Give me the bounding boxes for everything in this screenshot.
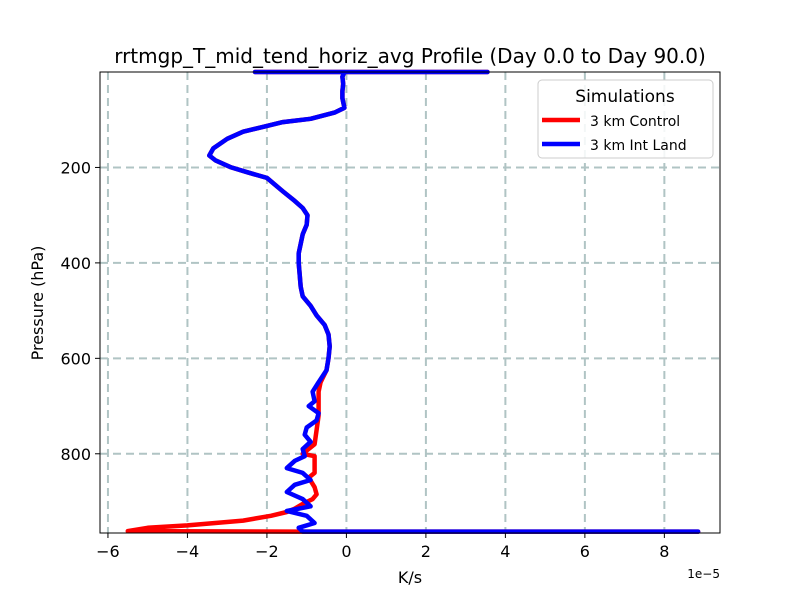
x-tick-label: 6 — [580, 542, 590, 561]
y-tick-label: 800 — [60, 445, 91, 464]
x-tick-label: 8 — [659, 542, 669, 561]
y-axis-label: Pressure (hPa) — [28, 246, 47, 361]
x-axis-label: K/s — [398, 568, 422, 587]
x-tick-label: 4 — [500, 542, 510, 561]
x-tick-label: −2 — [255, 542, 279, 561]
plot-frame — [99, 71, 721, 534]
y-tick-label: 400 — [60, 254, 91, 273]
x-axis-offset-label: 1e−5 — [687, 567, 720, 581]
legend: Simulations 3 km Control 3 km Int Land — [537, 79, 714, 159]
legend-label-control: 3 km Control — [590, 114, 680, 130]
chart-title: rrtmgp_T_mid_tend_horiz_avg Profile (Day… — [114, 44, 706, 68]
x-tick-label: 2 — [421, 542, 431, 561]
y-tick-label: 200 — [60, 158, 91, 177]
x-tick-label: −6 — [96, 542, 120, 561]
y-tick-label: 600 — [60, 349, 91, 368]
x-tick-label: 0 — [341, 542, 351, 561]
grid-layer — [100, 72, 720, 533]
x-tick-label: −4 — [176, 542, 200, 561]
series-layer — [125, 69, 701, 534]
tick-layer: −6 −4 −2 0 2 4 6 8 200 400 600 800 — [60, 158, 669, 561]
series-line-int-land — [207, 69, 701, 534]
legend-label-int-land: 3 km Int Land — [590, 138, 687, 154]
legend-title: Simulations — [575, 87, 675, 107]
legend-box — [537, 79, 714, 159]
